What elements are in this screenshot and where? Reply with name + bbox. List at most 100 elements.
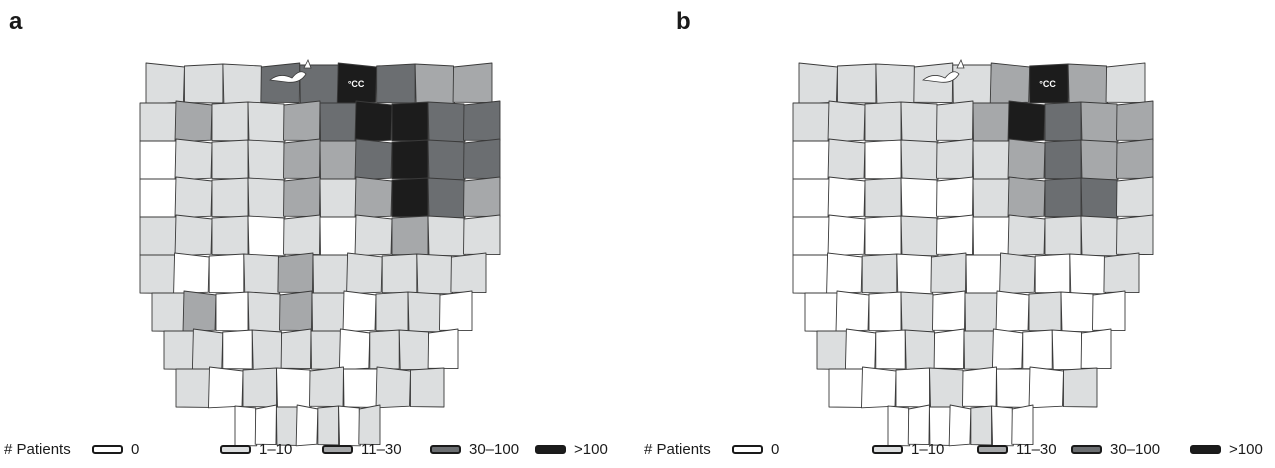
county — [1080, 177, 1119, 219]
county — [407, 291, 442, 333]
legend-swatch — [322, 445, 353, 454]
county — [183, 63, 224, 104]
county — [336, 62, 378, 105]
county — [1007, 138, 1046, 181]
legend-swatch — [977, 445, 1008, 454]
county — [310, 330, 342, 370]
county — [1060, 291, 1095, 333]
county — [439, 290, 473, 332]
county — [1116, 176, 1154, 218]
county — [211, 139, 249, 180]
county — [1067, 63, 1109, 105]
county — [243, 253, 280, 295]
county — [191, 328, 224, 371]
county — [299, 64, 340, 104]
county — [1063, 367, 1098, 408]
county — [963, 330, 995, 370]
county — [427, 101, 466, 143]
county — [312, 254, 349, 294]
county — [1007, 100, 1046, 143]
county — [427, 215, 466, 257]
county — [251, 329, 284, 371]
legend-swatch — [92, 445, 123, 454]
county — [933, 328, 965, 370]
county — [280, 328, 312, 370]
county — [804, 292, 838, 332]
county — [163, 330, 195, 370]
county — [427, 139, 466, 181]
county — [139, 140, 177, 180]
legend-label: 11–30 — [1016, 441, 1057, 458]
county — [972, 216, 1010, 256]
legend-label: 11–30 — [361, 441, 402, 458]
legend-label: >100 — [1229, 441, 1263, 458]
county — [895, 367, 930, 408]
county — [972, 102, 1010, 142]
legend-swatch — [430, 445, 461, 454]
county — [972, 140, 1010, 180]
county — [174, 138, 213, 181]
county — [929, 367, 965, 409]
legend-swatch — [1071, 445, 1102, 454]
county — [900, 139, 939, 181]
county — [182, 290, 217, 333]
county — [338, 405, 361, 447]
county — [864, 101, 902, 142]
county — [930, 252, 967, 294]
panel-label: b — [676, 8, 691, 35]
county — [338, 328, 371, 371]
county — [875, 329, 906, 370]
county — [1116, 214, 1154, 256]
legend-label: 1–10 — [911, 441, 945, 458]
county — [828, 368, 864, 408]
county — [215, 291, 249, 332]
county — [991, 328, 1024, 371]
county — [398, 329, 431, 371]
county — [1011, 404, 1034, 446]
county — [861, 366, 897, 409]
county — [999, 252, 1036, 295]
county — [827, 100, 866, 143]
county — [463, 214, 501, 256]
county — [1044, 177, 1082, 218]
county — [798, 62, 838, 105]
county — [936, 214, 974, 256]
legend-label: 1–10 — [259, 441, 293, 458]
county — [391, 101, 429, 142]
county — [1080, 139, 1119, 181]
county — [962, 366, 997, 408]
county — [964, 292, 998, 332]
lake-erie-islands — [269, 59, 312, 83]
county — [174, 214, 213, 257]
county — [1034, 253, 1071, 294]
legend-swatch — [220, 445, 251, 454]
county — [311, 292, 345, 332]
ohio-county-map: °CC — [139, 59, 501, 447]
county — [907, 404, 930, 446]
county-marker-label: °CC — [348, 79, 365, 89]
county — [996, 368, 1031, 408]
county — [139, 254, 176, 294]
legend-title: # Patients — [4, 441, 71, 458]
legend-title: # Patients — [644, 441, 711, 458]
county — [391, 139, 429, 180]
county — [139, 102, 177, 142]
county — [792, 102, 830, 142]
map-panel-b: b °CC # Patients 0 1–10 11–30 30–100 >10… — [638, 0, 1275, 468]
county — [381, 253, 418, 294]
county — [234, 405, 258, 447]
county — [864, 215, 902, 256]
county — [450, 252, 487, 294]
county — [319, 216, 357, 256]
panel-label: a — [9, 8, 23, 35]
county — [319, 102, 357, 142]
county — [427, 177, 466, 219]
county — [936, 138, 974, 180]
county — [175, 368, 211, 408]
county — [260, 62, 301, 104]
legend-label: 30–100 — [1110, 441, 1161, 458]
county — [283, 100, 321, 142]
county — [1069, 253, 1106, 295]
county — [309, 366, 344, 408]
county — [1105, 62, 1146, 104]
